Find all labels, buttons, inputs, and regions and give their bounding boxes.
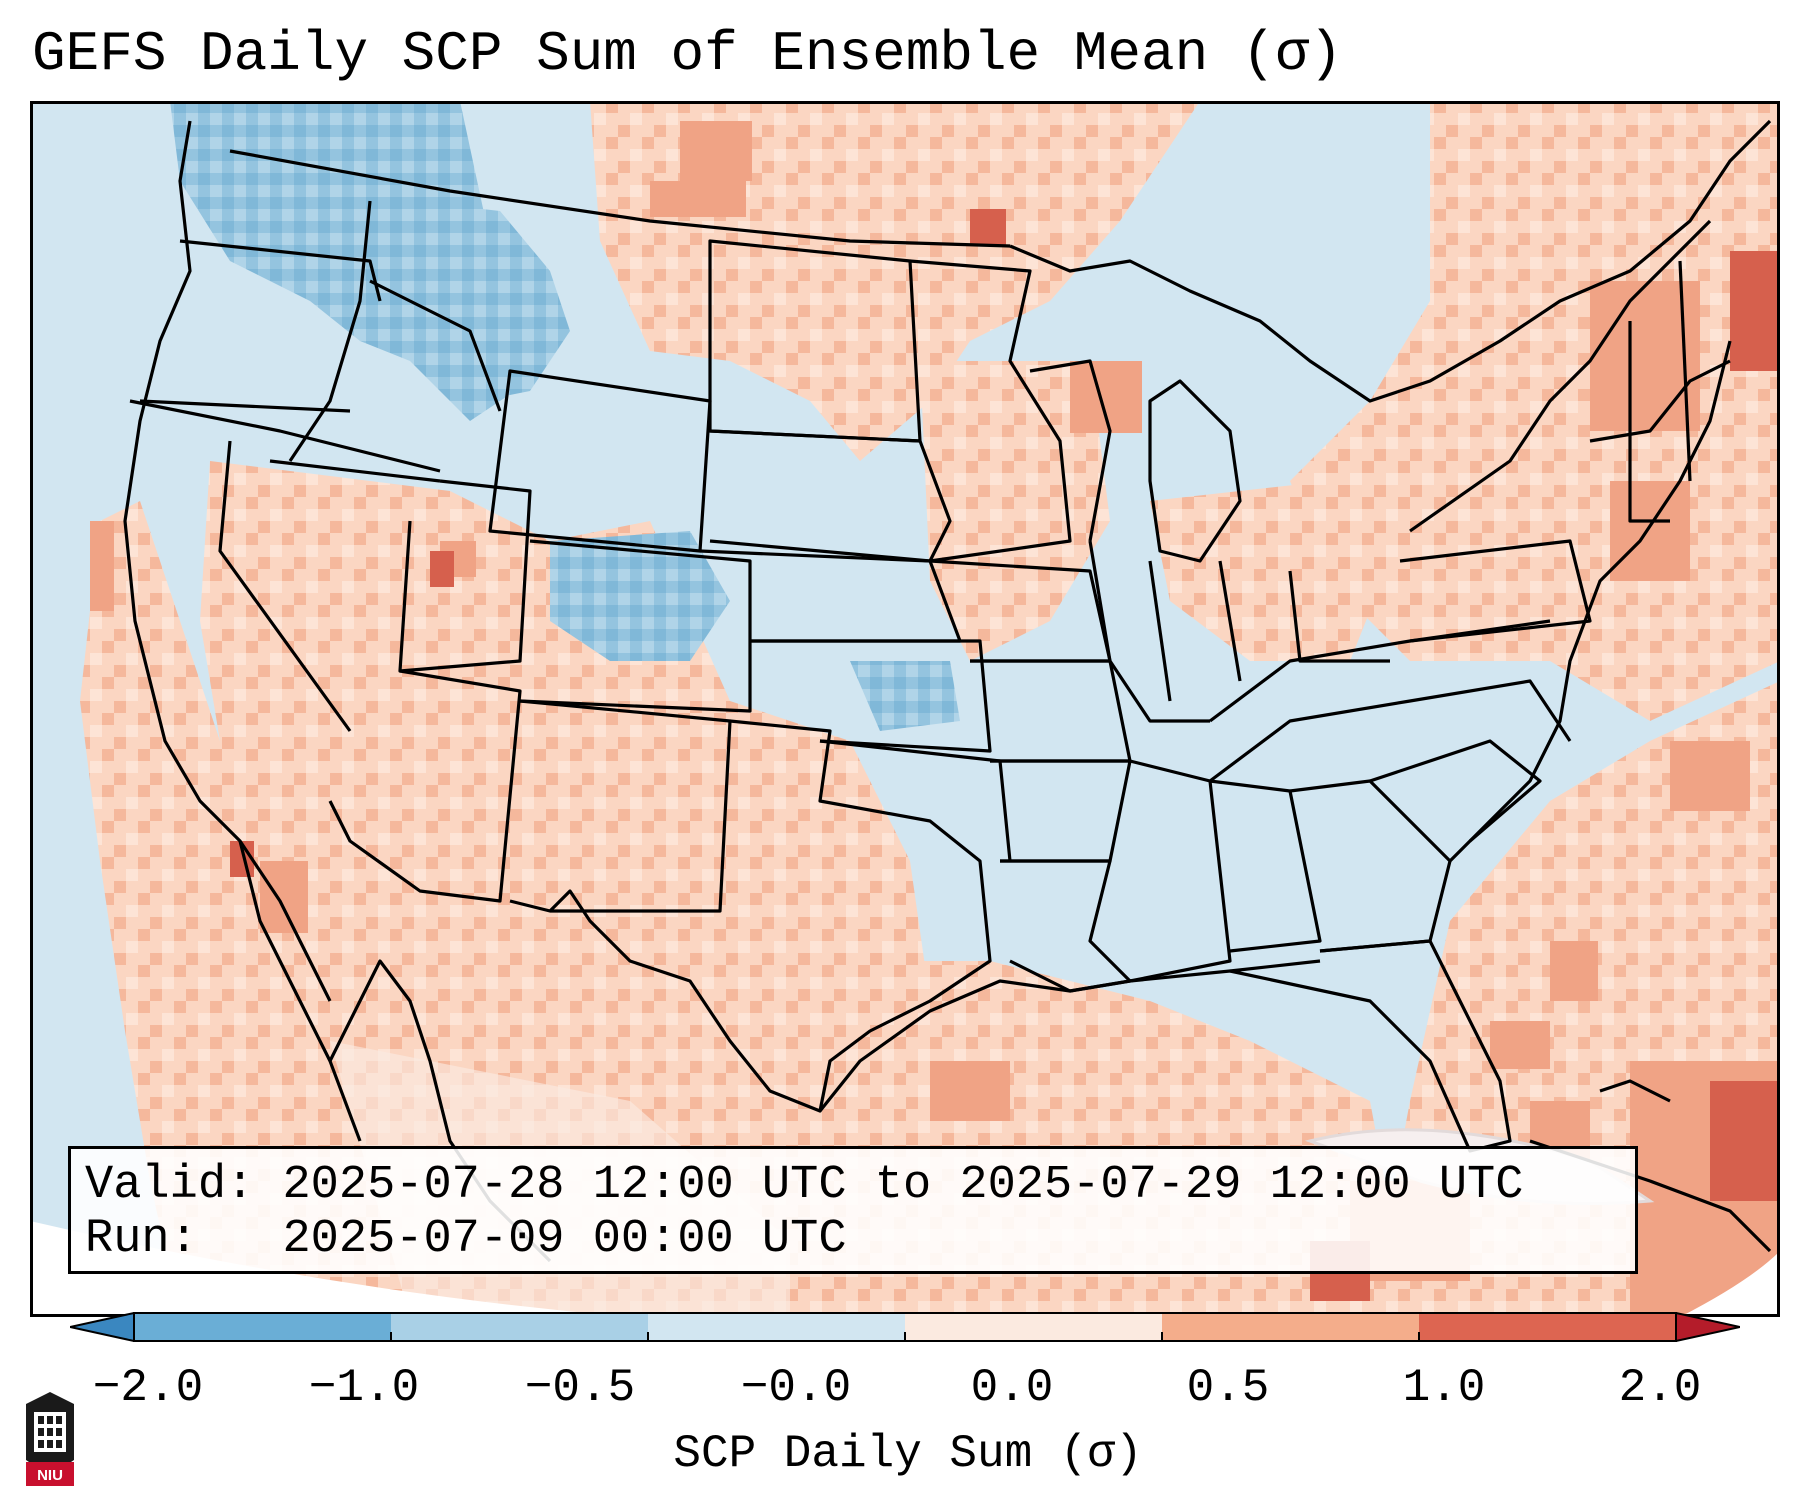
texas-plains-positive (590, 741, 890, 1001)
colorbar-segment (1162, 1313, 1419, 1341)
kansas-negative (850, 661, 960, 731)
colorbar-tick-label: 2.0 (1618, 1362, 1702, 1414)
colorado-negative (550, 531, 730, 661)
niu-logo: NIU (26, 1392, 74, 1486)
colorbar-tick-label: −0.0 (740, 1362, 852, 1414)
colorbar-segment (905, 1313, 1162, 1341)
colorbar-segment (648, 1313, 905, 1341)
colorbar-segment (1419, 1313, 1676, 1341)
colorbar (70, 1312, 1740, 1342)
colorbar-tick-label: 0.0 (970, 1362, 1054, 1414)
colorbar-tick-label: 1.0 (1402, 1362, 1486, 1414)
colorbar-segment (134, 1313, 391, 1341)
info-box: Valid: 2025-07-28 12:00 UTC to 2025-07-2… (68, 1146, 1638, 1274)
colorbar-label: SCP Daily Sum (σ) (673, 1428, 1143, 1480)
niu-logo-text: NIU (37, 1467, 63, 1484)
run-label: Run: (85, 1213, 198, 1266)
map-panel: Valid: 2025-07-28 12:00 UTC to 2025-07-2… (30, 101, 1780, 1317)
run-text: 2025-07-09 00:00 UTC (282, 1213, 847, 1266)
valid-label: Valid: (85, 1159, 255, 1212)
montana-negative (410, 201, 570, 401)
valid-text: 2025-07-28 12:00 UTC to 2025-07-29 12:00… (282, 1159, 1524, 1212)
boundaries (123, 119, 1772, 1263)
projection-edge (30, 1221, 630, 1317)
valid-line: Valid: 2025-07-28 12:00 UTC to 2025-07-2… (85, 1159, 1621, 1213)
colorbar-segment (391, 1313, 648, 1341)
colorbar-tick-label: −2.0 (92, 1362, 204, 1414)
run-line: Run: 2025-07-09 00:00 UTC (85, 1213, 1621, 1267)
projection-edge-right (1680, 1251, 1780, 1317)
map-title: GEFS Daily SCP Sum of Ensemble Mean (σ) (32, 22, 1343, 86)
midwest-positive (920, 361, 1110, 661)
colorbar-extend-right (1675, 1312, 1740, 1342)
colorbar-tick-label: −0.5 (524, 1362, 636, 1414)
colorbar-extend-left (70, 1312, 135, 1342)
colorbar-tick-label: −1.0 (308, 1362, 420, 1414)
colorbar-tick-label: 0.5 (1186, 1362, 1270, 1414)
map-svg (30, 101, 1780, 1317)
upper-midwest-east-positive (1150, 481, 1390, 661)
